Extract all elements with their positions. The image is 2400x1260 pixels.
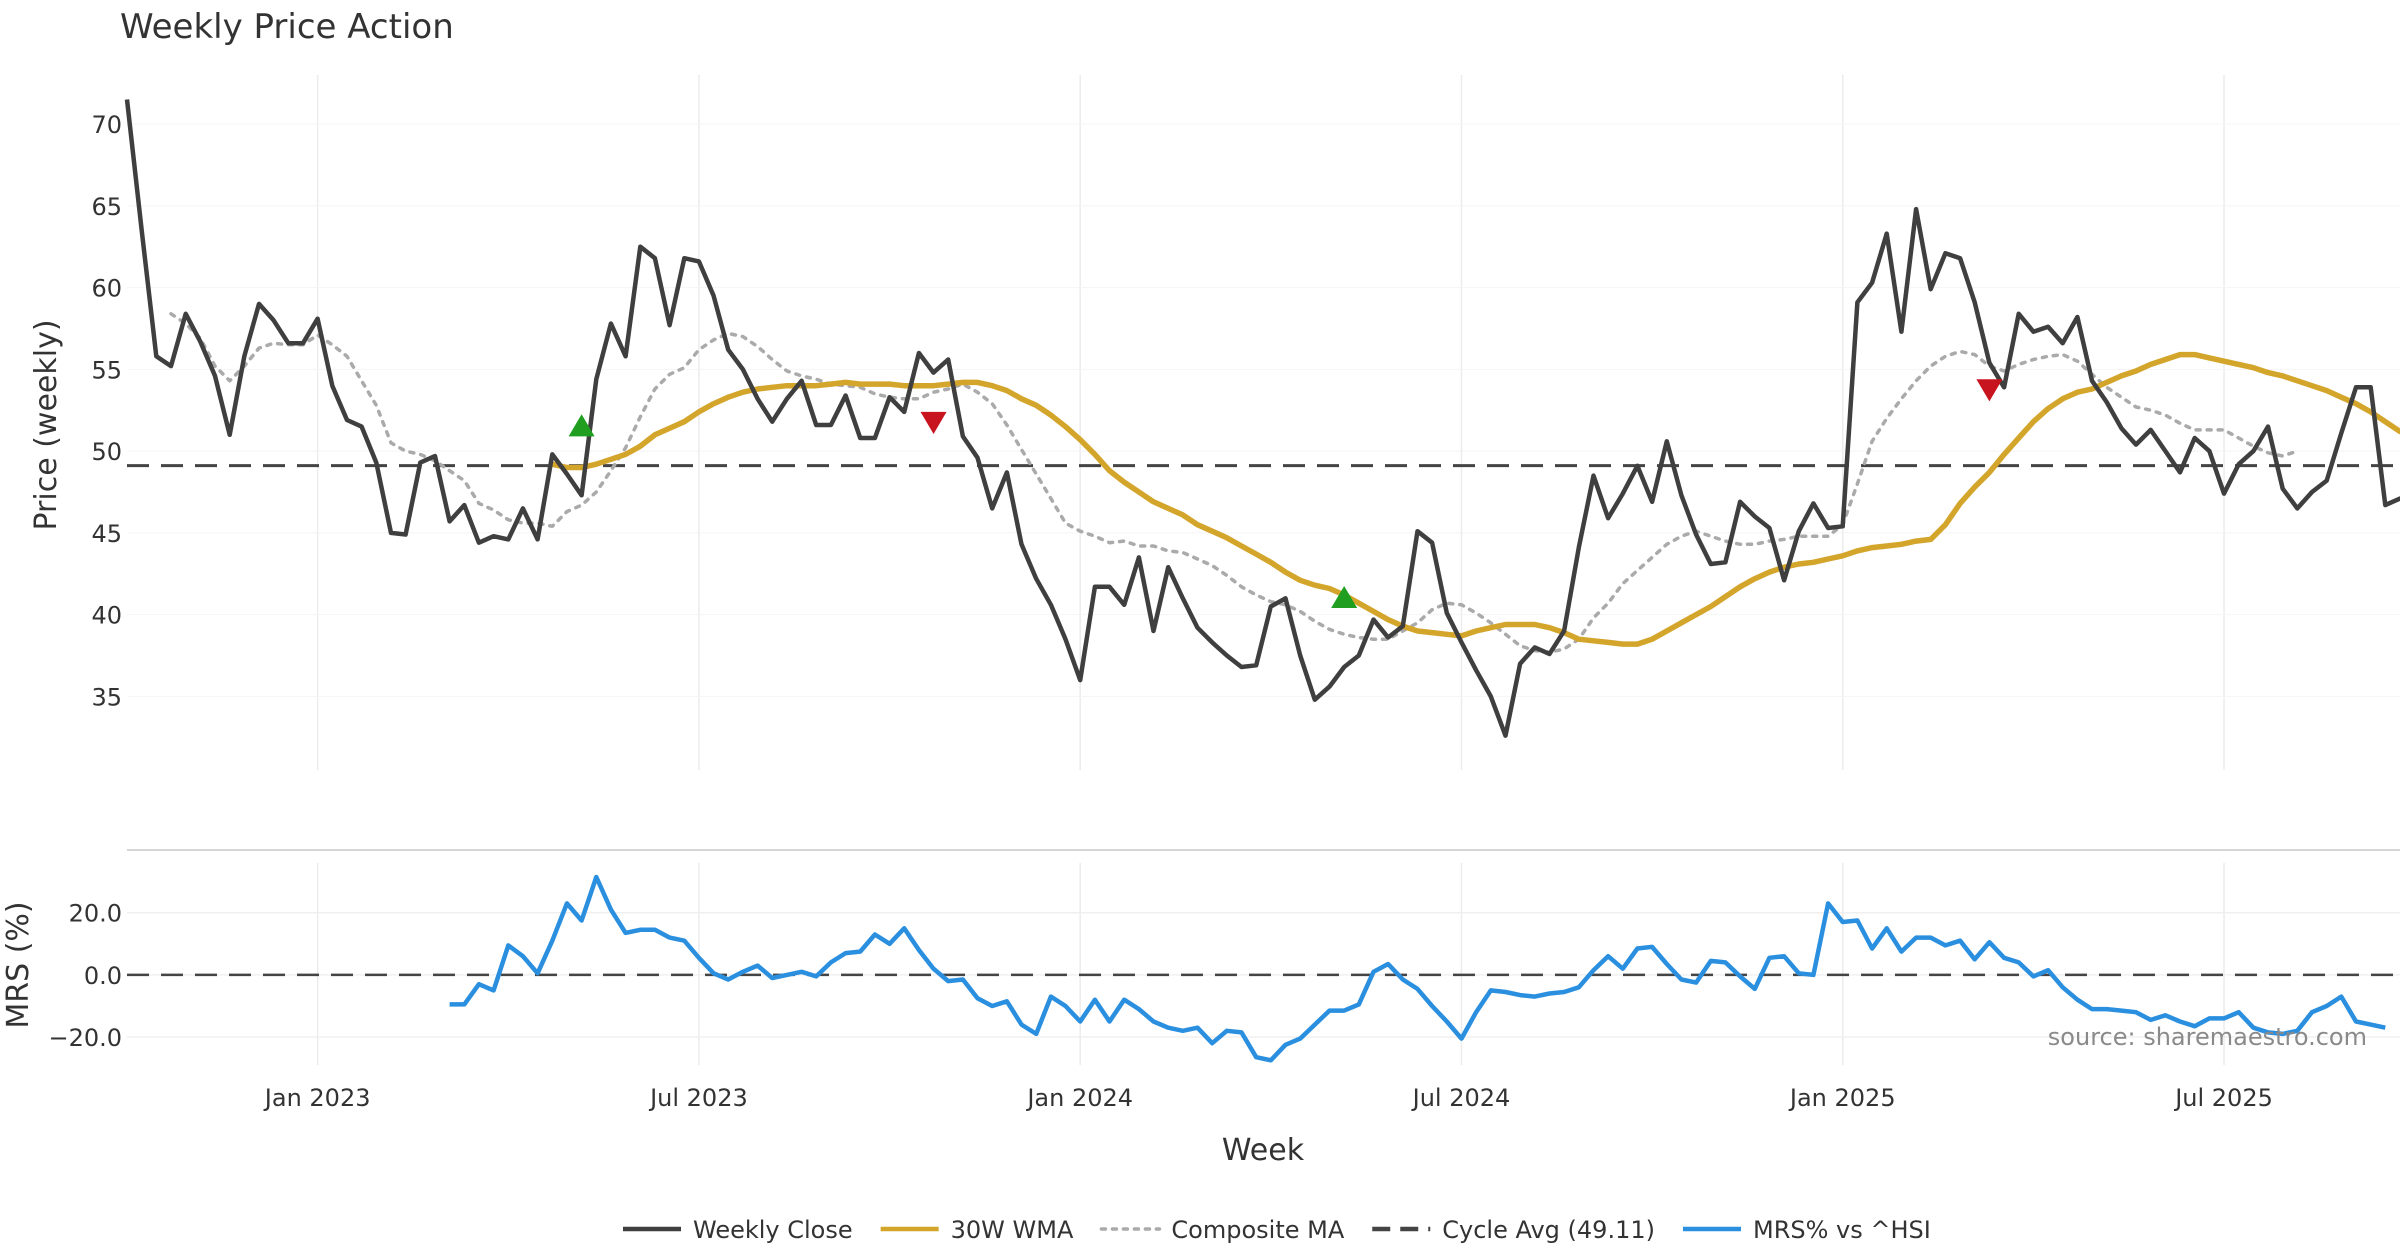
mrs-y-axis-title: MRS (%) bbox=[1, 901, 36, 1028]
x-tick-label: Jul 2024 bbox=[1411, 1084, 1511, 1112]
price-gridlines bbox=[127, 75, 2400, 770]
x-tick-label: Jan 2025 bbox=[1788, 1084, 1896, 1112]
x-tick-label: Jul 2023 bbox=[648, 1084, 748, 1112]
mrs-y-ticks: 20.0 0.0 −20.0 bbox=[48, 900, 122, 1052]
source-text: source: sharemaestro.com bbox=[2048, 1023, 2367, 1051]
price-y-ticks: 35 40 45 50 55 60 65 70 bbox=[91, 111, 122, 711]
legend-label: MRS% vs ^HSI bbox=[1753, 1216, 1931, 1244]
price-y-tick-label: 35 bbox=[91, 683, 122, 711]
legend-label: Composite MA bbox=[1171, 1216, 1344, 1244]
legend: Weekly Close 30W WMA Composite MA Cycle Avg… bbox=[623, 1216, 1931, 1244]
legend-item: Cycle Avg (49.11) bbox=[1372, 1216, 1655, 1244]
buy-signal-marker bbox=[568, 414, 595, 437]
weekly-close-line bbox=[124, 99, 2400, 738]
price-y-tick-label: 65 bbox=[91, 193, 122, 221]
legend-label: Weekly Close bbox=[693, 1216, 853, 1244]
composite-ma-line bbox=[169, 312, 2300, 655]
mrs-y-tick-label: 20.0 bbox=[69, 900, 122, 928]
price-y-tick-label: 70 bbox=[91, 111, 122, 139]
price-y-tick-label: 60 bbox=[91, 275, 122, 303]
price-y-axis-title: Price (weekly) bbox=[29, 319, 64, 530]
price-series bbox=[124, 99, 2400, 738]
price-y-tick-label: 45 bbox=[91, 520, 122, 548]
x-tick-label: Jul 2025 bbox=[2173, 1084, 2273, 1112]
x-tick-label: Jan 2023 bbox=[263, 1084, 371, 1112]
price-y-tick-label: 40 bbox=[91, 602, 122, 630]
price-y-tick-label: 55 bbox=[91, 356, 122, 384]
legend-item: Composite MA bbox=[1099, 1216, 1345, 1244]
buy-signal-marker bbox=[1331, 585, 1358, 609]
chart-title: Weekly Price Action bbox=[120, 7, 454, 47]
legend-label: Cycle Avg (49.11) bbox=[1442, 1216, 1655, 1244]
x-tick-label: Jan 2024 bbox=[1025, 1084, 1133, 1112]
x-axis-title: Week bbox=[1222, 1133, 1305, 1168]
x-ticks: Jan 2023 Jul 2023 Jan 2024 Jul 2024 Jan 2025… bbox=[263, 1084, 2273, 1112]
wma-30w-line bbox=[551, 351, 2400, 647]
mrs-y-tick-label: 0.0 bbox=[84, 962, 122, 990]
signal-markers bbox=[568, 379, 2003, 609]
mrs-y-tick-label: −20.0 bbox=[48, 1024, 122, 1052]
sell-signal-marker bbox=[1976, 379, 2003, 402]
legend-item: MRS% vs ^HSI bbox=[1682, 1216, 1931, 1244]
mrs-series bbox=[449, 874, 2386, 1063]
sell-signal-marker bbox=[920, 411, 947, 435]
price-y-tick-label: 50 bbox=[91, 438, 122, 466]
legend-label: 30W WMA bbox=[951, 1216, 1074, 1244]
mrs-line bbox=[449, 874, 2386, 1063]
legend-item: Weekly Close bbox=[623, 1216, 853, 1244]
legend-item: 30W WMA bbox=[880, 1216, 1074, 1244]
